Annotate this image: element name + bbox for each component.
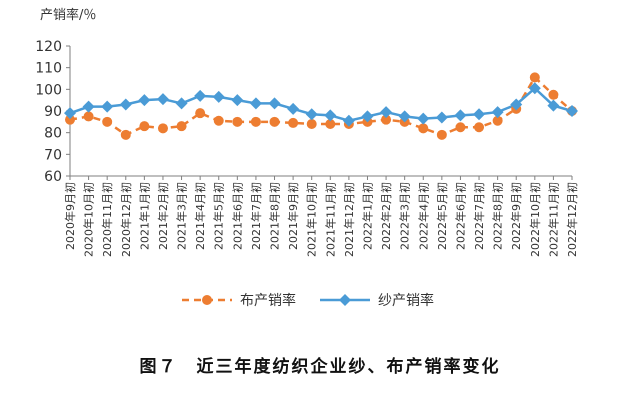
fabric-point	[157, 123, 168, 134]
yarn-point	[473, 108, 486, 121]
yarn-point	[119, 98, 132, 111]
x-tick-label: 2021年7月初	[249, 182, 263, 250]
yarn-point	[361, 110, 374, 123]
fabric-point	[492, 115, 503, 126]
x-tick-label: 2021年1月初	[137, 182, 151, 250]
yarn-point	[287, 102, 300, 115]
x-tick-label: 2020年9月初	[63, 182, 77, 250]
x-tick-label: 2021年8月初	[268, 182, 282, 250]
legend-marker-yarn	[339, 294, 351, 306]
yarn-point	[64, 107, 76, 120]
fabric-point	[529, 72, 540, 83]
yarn-point	[491, 106, 504, 119]
yarn-point	[231, 94, 244, 107]
x-tick-label: 2021年11月初	[323, 182, 337, 257]
yarn-point	[82, 100, 95, 113]
x-tick-label: 2022年5月初	[435, 182, 449, 250]
yarn-point	[249, 97, 262, 110]
y-axis-title: 产销率/％	[40, 8, 97, 23]
legend-label-fabric: 布产销率	[240, 292, 296, 309]
x-tick-label: 2021年2月初	[156, 182, 170, 250]
fabric-point	[65, 114, 75, 125]
fabric-point	[232, 116, 243, 127]
series-line-fabric	[69, 75, 573, 137]
x-tick-label: 2022年3月初	[398, 182, 412, 250]
x-tick-label: 2022年2月初	[379, 182, 393, 250]
fabric-point	[269, 116, 280, 127]
yarn-point	[454, 109, 467, 122]
yarn-point	[194, 89, 207, 102]
x-tick-label: 2021年5月初	[212, 182, 226, 250]
x-tick-label: 2022年11月初	[546, 182, 560, 257]
x-tick-label: 2022年8月初	[491, 182, 505, 250]
fabric-point	[250, 116, 261, 127]
yarn-point	[324, 109, 337, 122]
yarn-point	[101, 100, 114, 113]
fabric-point	[102, 116, 113, 127]
yarn-point	[435, 111, 448, 124]
fabric-point	[83, 111, 94, 122]
yarn-point	[510, 98, 523, 111]
yarn-point	[398, 110, 411, 123]
fabric-point	[120, 129, 131, 140]
fabric-point	[213, 115, 224, 126]
yarn-point	[380, 106, 393, 119]
yarn-point	[212, 90, 225, 103]
y-tick-label: 60	[44, 169, 62, 185]
fabric-point	[139, 121, 150, 132]
y-tick-label: 90	[44, 104, 62, 120]
x-tick-label: 2021年3月初	[175, 182, 189, 250]
y-tick-label: 120	[35, 39, 62, 55]
yarn-point	[417, 112, 430, 125]
yarn-point	[175, 97, 188, 110]
yarn-point	[305, 108, 318, 121]
y-tick-label: 80	[44, 126, 62, 142]
x-tick-label: 2022年9月初	[509, 182, 523, 250]
legend-label-yarn: 纱产销率	[378, 292, 434, 309]
series-line-yarn	[69, 86, 573, 123]
y-tick-label: 110	[35, 61, 62, 77]
x-tick-label: 2022年6月初	[453, 182, 467, 250]
fabric-point	[381, 114, 392, 125]
fabric-point	[325, 119, 336, 129]
yarn-point	[528, 82, 541, 95]
figure-caption: 图７ 近三年度纺织企业纱、布产销率变化	[139, 357, 501, 377]
x-tick-label: 2020年11月初	[100, 182, 114, 257]
x-tick-label: 2020年12月初	[119, 182, 133, 257]
yarn-point	[342, 114, 355, 127]
y-tick-label: 100	[35, 82, 62, 98]
x-tick-label: 2022年4月初	[416, 182, 430, 250]
x-tick-label: 2021年9月初	[286, 182, 300, 250]
fabric-point	[548, 89, 559, 100]
yarn-point	[566, 105, 578, 117]
fabric-point	[176, 121, 187, 132]
x-tick-label: 2021年12月初	[342, 182, 356, 257]
x-tick-label: 2021年6月初	[230, 182, 244, 250]
x-tick-label: 2022年12月初	[565, 182, 579, 257]
x-tick-label: 2022年10月初	[528, 182, 542, 257]
x-tick-label: 2022年7月初	[472, 182, 486, 250]
x-tick-label: 2021年10月初	[305, 182, 319, 257]
yarn-point	[138, 94, 151, 107]
fabric-point	[306, 119, 317, 129]
fabric-point	[474, 122, 485, 133]
yarn-point	[547, 99, 560, 112]
fabric-point	[436, 129, 447, 140]
yarn-point	[268, 97, 281, 110]
yarn-point	[156, 93, 169, 106]
x-tick-label: 2020年10月初	[82, 182, 96, 257]
fabric-point	[195, 108, 206, 119]
x-tick-label: 2021年4月初	[193, 182, 207, 250]
legend-marker-fabric	[202, 295, 212, 305]
fabric-point	[288, 117, 299, 128]
fabric-point	[418, 123, 429, 134]
x-tick-label: 2022年1月初	[360, 182, 374, 250]
y-tick-label: 70	[44, 147, 62, 163]
fabric-point	[455, 122, 466, 133]
